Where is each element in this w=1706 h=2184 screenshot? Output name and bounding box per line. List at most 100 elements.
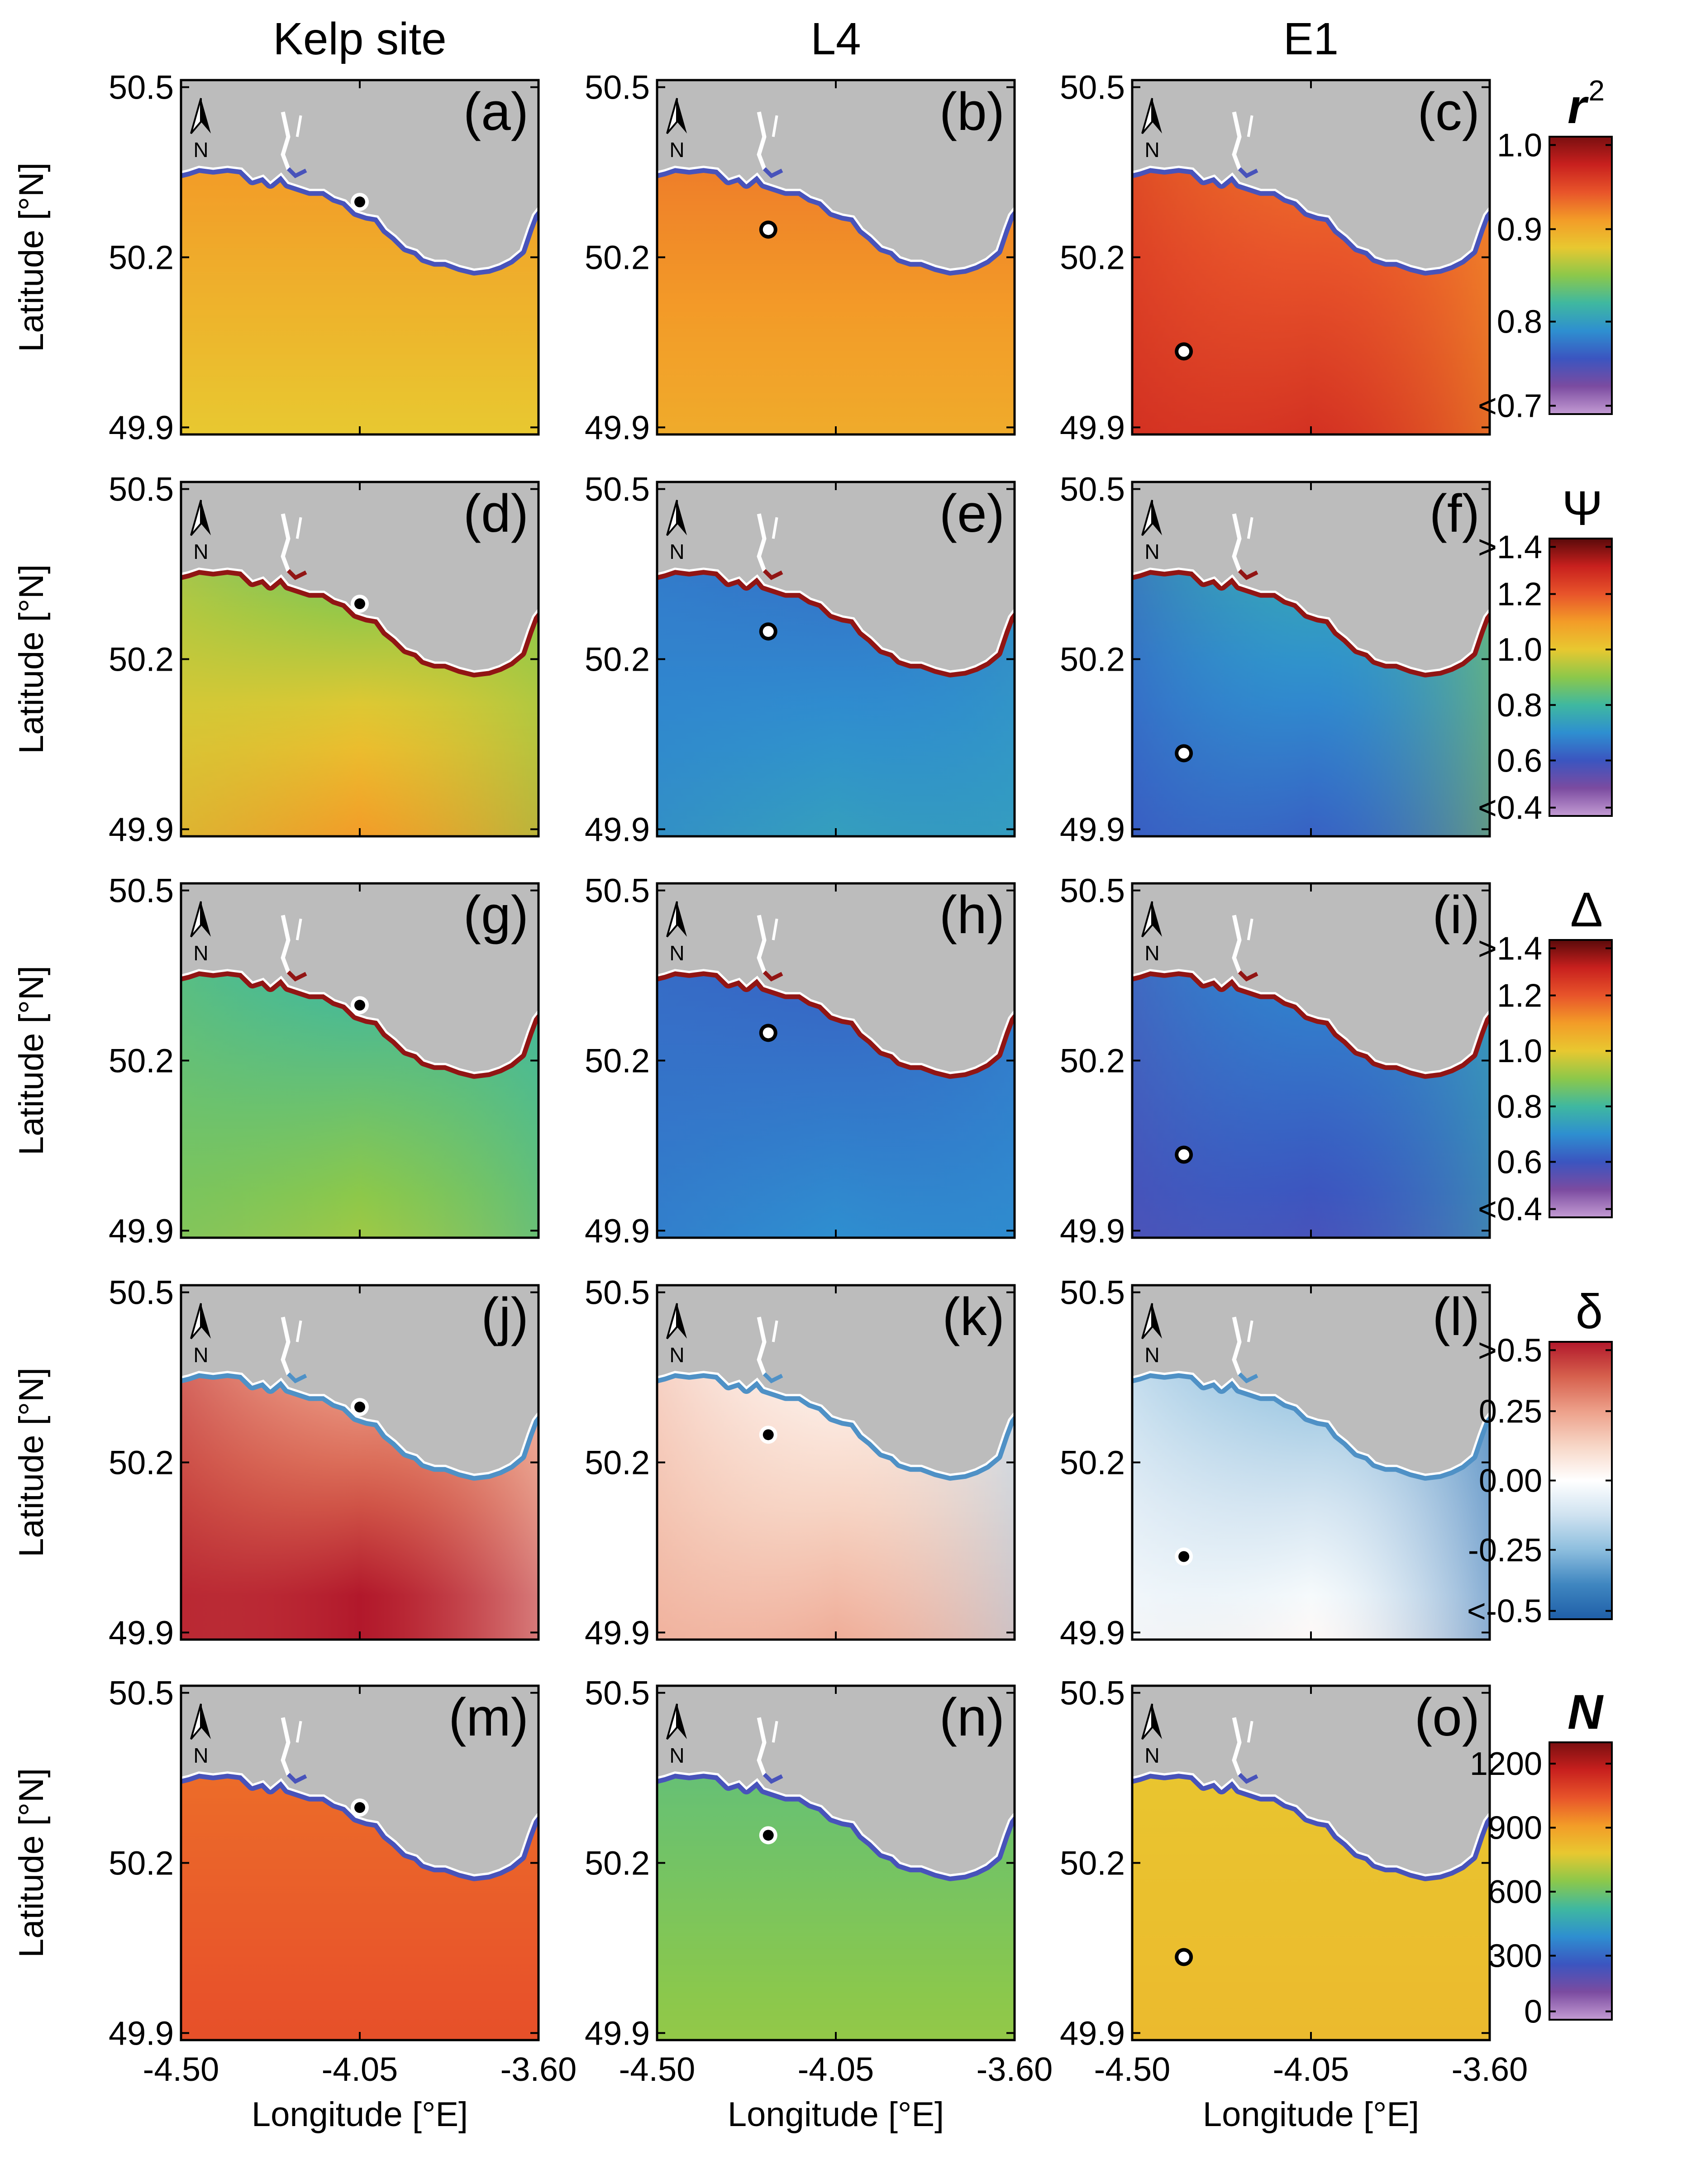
colorbar-tick-label: 0.00 [1479,1463,1542,1499]
site-marker [1178,1551,1190,1562]
colorbar-tick-label: <-0.5 [1467,1593,1542,1630]
estuary-line [762,1773,783,1784]
land-mass [1132,482,1490,673]
river-branch [1247,1320,1253,1342]
x-tick-label: -4.50 [143,2050,219,2088]
y-tick-label: 50.2 [1060,1444,1125,1482]
land-mass [1132,1285,1490,1476]
site-marker [1178,748,1190,759]
colorbar-title: Ψ [1562,481,1603,535]
y-tick-label: 50.5 [1060,471,1125,508]
panel-a: N (a) 50.5 50.2 49.9 [109,69,540,446]
north-label: N [1144,1744,1159,1767]
north-arrow-icon: N [190,901,211,965]
row-r2: Latitude [°N] N (a) 50.5 50.2 49.9 N (b) 50.5 50.… [12,69,1491,446]
north-label: N [669,138,684,162]
y-tick-label: 50.2 [1060,1845,1125,1882]
land-mass [1132,1686,1490,1877]
panel-c: N (c) 50.5 50.2 49.9 [1060,69,1491,446]
estuary-line [1238,970,1258,982]
row-N: Latitude [°N]N(m)50.550.249.9-4.50 -4.05-… [12,1674,1528,2134]
panel-h: N (h) 50.5 50.2 49.9 [585,872,1016,1249]
north-arrow-icon: N [190,98,211,162]
land-mass [657,1285,1015,1476]
y-tick-label: 49.9 [1060,1212,1125,1249]
panel-label: (l) [1432,1287,1480,1347]
y-tick-label: 50.2 [109,641,174,678]
y-tick-label: 49.9 [585,1614,650,1651]
north-arrow-icon: N [190,1703,211,1767]
x-tick-label: -4.05 [1273,2050,1349,2088]
y-tick-label: 50.5 [1060,1674,1125,1712]
colorbar-ramp [1549,1341,1613,1620]
north-arrow-icon: N [1141,500,1162,563]
panel-label: (i) [1432,885,1480,945]
colorbar-title: N [1568,1684,1604,1739]
y-tick-label: 50.2 [109,239,174,277]
colorbar-tick-label: 1.2 [1497,978,1542,1014]
y-tick-label: 49.9 [109,811,174,848]
x-axis-label: Longitude [°E] [728,2095,944,2134]
river-branch [295,517,302,539]
site-marker [1178,1951,1190,1963]
x-tick-label: -3.60 [500,2050,577,2088]
panel-label: (f) [1430,484,1480,544]
colorbar-tick-label: 300 [1488,1938,1542,1974]
north-arrow-icon: N [666,1303,687,1367]
y-tick-label: 49.9 [1060,811,1125,848]
panel-o: N (o) 50.5 50.2 49.9-4.50 -4.05 -3.60 Longitude… [1060,1674,1528,2134]
colorbar-title: Δ [1570,882,1603,937]
north-arrow-icon: N [666,901,687,965]
river-branch [1247,918,1253,940]
river-branch [295,918,302,940]
north-label: N [193,540,208,563]
estuary-line [762,569,783,580]
y-tick-label: 50.2 [585,641,650,678]
y-tick-label: 49.9 [109,1212,174,1249]
y-tick-label: 50.2 [109,1845,174,1882]
y-tick-label: 50.2 [585,239,650,277]
estuary-line [762,167,783,178]
colorbar-tick-label: -0.25 [1468,1532,1542,1569]
y-tick-label: 50.2 [585,1845,650,1882]
colorbar-ramp [1549,538,1613,817]
colorbar-tick-label: 0.6 [1497,1144,1542,1180]
y-tick-label: 50.2 [109,1042,174,1080]
land-mass [181,883,538,1074]
panel-label: (n) [939,1688,1005,1747]
colorbar-tick-label: <0.4 [1478,1192,1542,1228]
panel-g: N (g) 50.5 50.2 49.9 [109,872,540,1249]
colorbar-tick-label: 0.6 [1497,743,1542,779]
river-branch [295,1320,302,1342]
panel-label: (a) [463,82,529,142]
panel-i: N (i) 50.5 50.2 49.9 [1060,872,1491,1249]
colorbar-title-superscript: 2 [1588,74,1605,107]
colorbar-delta: δ >0.5 0.25 0.00 -0.25 <-0.5 [1467,1284,1613,1630]
y-tick-label: 50.5 [109,471,174,508]
land-mass [181,1285,538,1476]
colorbar-tick-label: 1.2 [1497,577,1542,613]
north-arrow-icon: N [1141,1303,1162,1367]
y-tick-label: 49.9 [1060,2014,1125,2052]
land-mass [657,482,1015,673]
site-marker [354,196,365,208]
site-marker [762,224,774,235]
panel-grid: Latitude [°N] N (a) 50.5 50.2 49.9 N (b) 50.5 50.… [12,69,1528,2134]
land-mass [181,1686,538,1877]
site-marker [354,1402,365,1413]
colorbar-ramp [1549,1741,1613,2021]
panel-f: N (f) 50.5 50.2 49.9 [1060,471,1491,848]
y-tick-label: 50.5 [109,1674,174,1712]
north-arrow-icon: N [666,1703,687,1767]
y-tick-label: 50.5 [1060,1274,1125,1311]
estuary-line [286,1773,307,1784]
colorbar-tick-label: 900 [1488,1810,1542,1846]
y-tick-label: 50.5 [1060,69,1125,106]
panel-b: N (b) 50.5 50.2 49.9 [585,69,1016,446]
colorbar-tick-label: 1200 [1470,1746,1542,1782]
x-tick-label: -4.50 [619,2050,696,2088]
panel-n: N (n) 50.5 50.2 49.9-4.50 -4.05 -3.60 Longitude… [585,1674,1053,2134]
river-branch [772,1721,778,1743]
north-label: N [193,138,208,162]
column-title-0: Kelp site [273,14,447,64]
